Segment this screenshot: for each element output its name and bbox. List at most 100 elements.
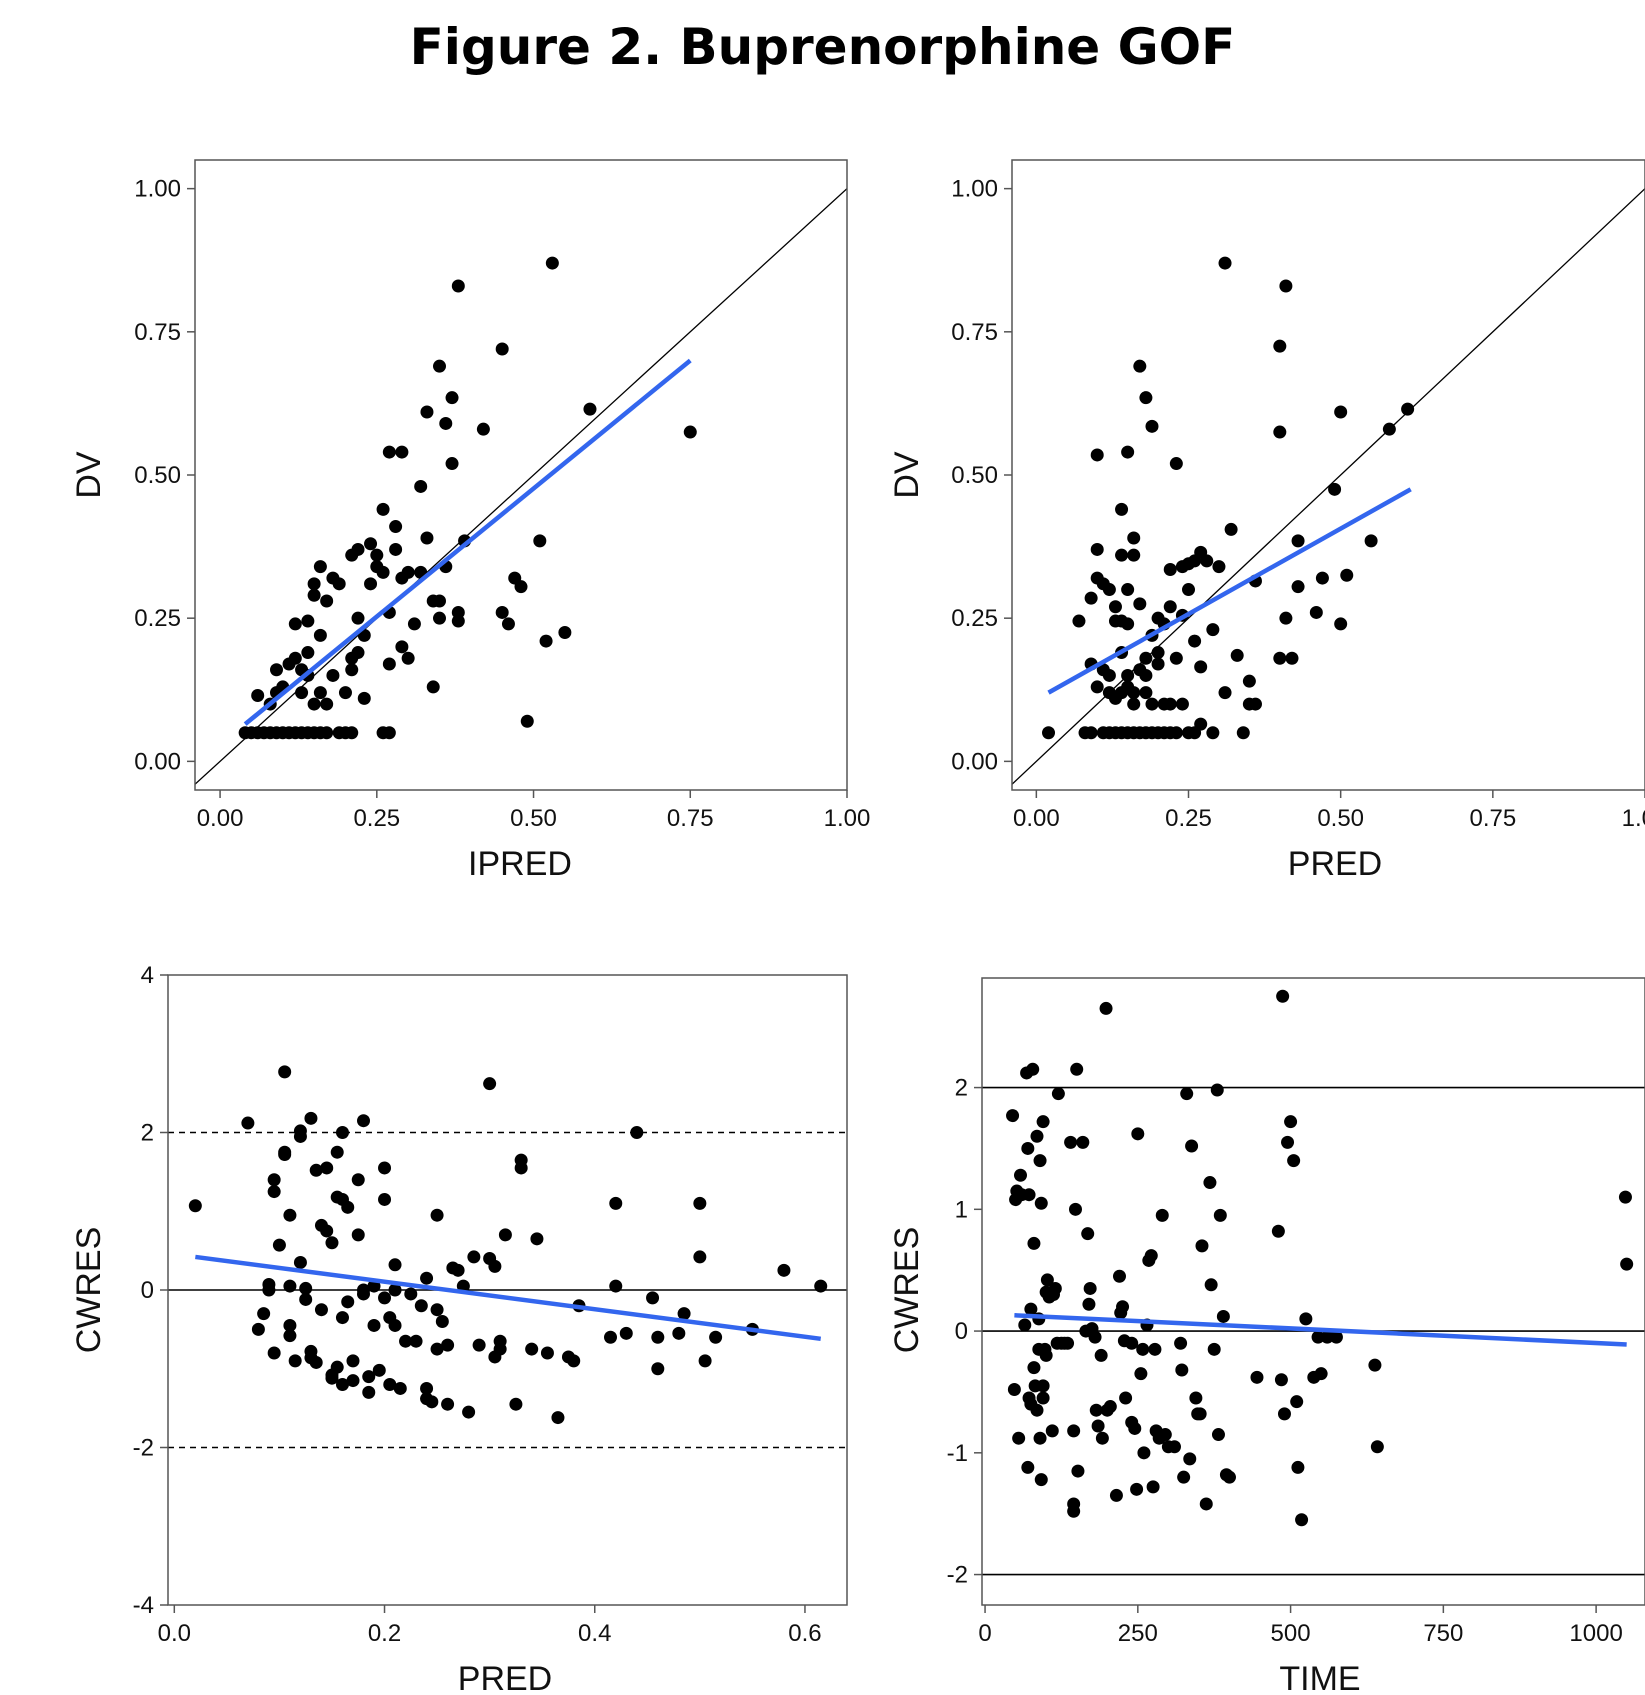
data-point <box>1314 1367 1328 1381</box>
identity-line <box>1012 187 1645 786</box>
y-tick-label: 0.75 <box>134 319 181 346</box>
data-point <box>456 1279 470 1293</box>
data-point <box>1130 1482 1144 1496</box>
y-tick-label: -2 <box>947 1562 968 1589</box>
data-point <box>1271 1224 1285 1238</box>
data-point <box>376 502 390 516</box>
data-point <box>1291 580 1305 594</box>
data-point <box>1207 1342 1221 1356</box>
y-tick-label: 1.00 <box>134 176 181 203</box>
data-point <box>267 1173 281 1187</box>
data-point <box>451 614 465 628</box>
data-point <box>372 1363 386 1377</box>
data-point <box>1045 1424 1059 1438</box>
data-point <box>698 1354 712 1368</box>
data-point <box>1027 1236 1041 1250</box>
x-tick-label: 0.00 <box>197 805 244 832</box>
data-point <box>401 651 415 665</box>
y-tick-label: -1 <box>947 1440 968 1467</box>
data-point <box>1102 583 1116 597</box>
data-point <box>1218 686 1232 700</box>
data-point <box>420 1381 434 1395</box>
data-point <box>1200 554 1214 568</box>
data-point <box>1108 600 1122 614</box>
data-point <box>1039 1348 1053 1362</box>
data-point <box>1115 502 1129 516</box>
data-point <box>1279 611 1293 625</box>
data-point <box>1224 522 1238 536</box>
data-point <box>1618 1190 1632 1204</box>
data-point <box>364 537 378 551</box>
data-point <box>1139 668 1153 682</box>
data-point <box>509 1397 523 1411</box>
data-point <box>539 634 553 648</box>
data-point <box>451 279 465 293</box>
data-point <box>370 548 384 562</box>
x-tick-label: 1.00 <box>824 805 871 832</box>
data-point <box>1090 680 1104 694</box>
data-point <box>1127 548 1141 562</box>
x-tick-label: 0.4 <box>578 1620 611 1647</box>
data-point <box>1401 402 1415 416</box>
data-point <box>1290 1395 1304 1409</box>
data-point <box>364 577 378 591</box>
data-point <box>435 1315 449 1328</box>
data-point <box>583 402 597 416</box>
data-point <box>320 697 334 711</box>
data-point <box>299 1281 313 1295</box>
data-point <box>1194 660 1208 674</box>
data-point <box>346 1354 360 1368</box>
data-point <box>1139 651 1153 665</box>
y-tick-label: 0 <box>141 1277 154 1304</box>
y-tick-label: 0.25 <box>134 605 181 632</box>
y-tick-label: 0.50 <box>951 462 998 489</box>
data-point <box>1287 1154 1301 1168</box>
data-point <box>338 686 352 700</box>
data-point <box>409 1334 423 1348</box>
data-point <box>335 1126 349 1139</box>
data-point <box>1012 1431 1026 1445</box>
data-point <box>341 1200 355 1214</box>
data-point <box>1094 1348 1108 1362</box>
data-point <box>295 686 309 700</box>
data-point <box>476 422 490 436</box>
data-point <box>1033 1431 1047 1445</box>
data-point <box>514 580 528 594</box>
data-point <box>1036 1115 1050 1129</box>
data-point <box>520 714 534 728</box>
data-point <box>357 1114 371 1128</box>
data-point <box>1167 1440 1181 1454</box>
data-point <box>467 1250 481 1264</box>
data-point <box>1210 1083 1224 1097</box>
y-axis-title: CWRES <box>70 1227 108 1354</box>
data-point <box>1148 1342 1162 1356</box>
data-point <box>1067 1424 1081 1438</box>
data-point <box>1291 534 1305 548</box>
data-point <box>1146 1480 1160 1494</box>
y-tick-label: 0.00 <box>951 748 998 775</box>
data-point <box>420 405 434 419</box>
data-point <box>1158 1428 1172 1442</box>
y-tick-label: 0.75 <box>951 319 998 346</box>
data-point <box>407 617 421 631</box>
data-point <box>709 1330 723 1344</box>
data-point <box>382 726 396 740</box>
smooth-trend-line <box>195 1254 822 1342</box>
data-point <box>1051 1087 1065 1101</box>
data-point <box>1281 1135 1295 1149</box>
data-point <box>330 1145 344 1159</box>
data-point <box>1018 1318 1032 1332</box>
data-point <box>462 1405 476 1419</box>
data-point <box>367 1318 381 1332</box>
x-tick-label: 250 <box>1118 1620 1158 1647</box>
x-tick-label: 1.00 <box>1622 805 1645 832</box>
data-point <box>1185 1139 1199 1153</box>
data-point <box>551 1411 565 1425</box>
data-point <box>1084 591 1098 605</box>
data-point <box>262 1283 276 1297</box>
data-point <box>388 1283 402 1297</box>
y-tick-label: 0.50 <box>134 462 181 489</box>
x-tick-label: 500 <box>1271 1620 1311 1647</box>
